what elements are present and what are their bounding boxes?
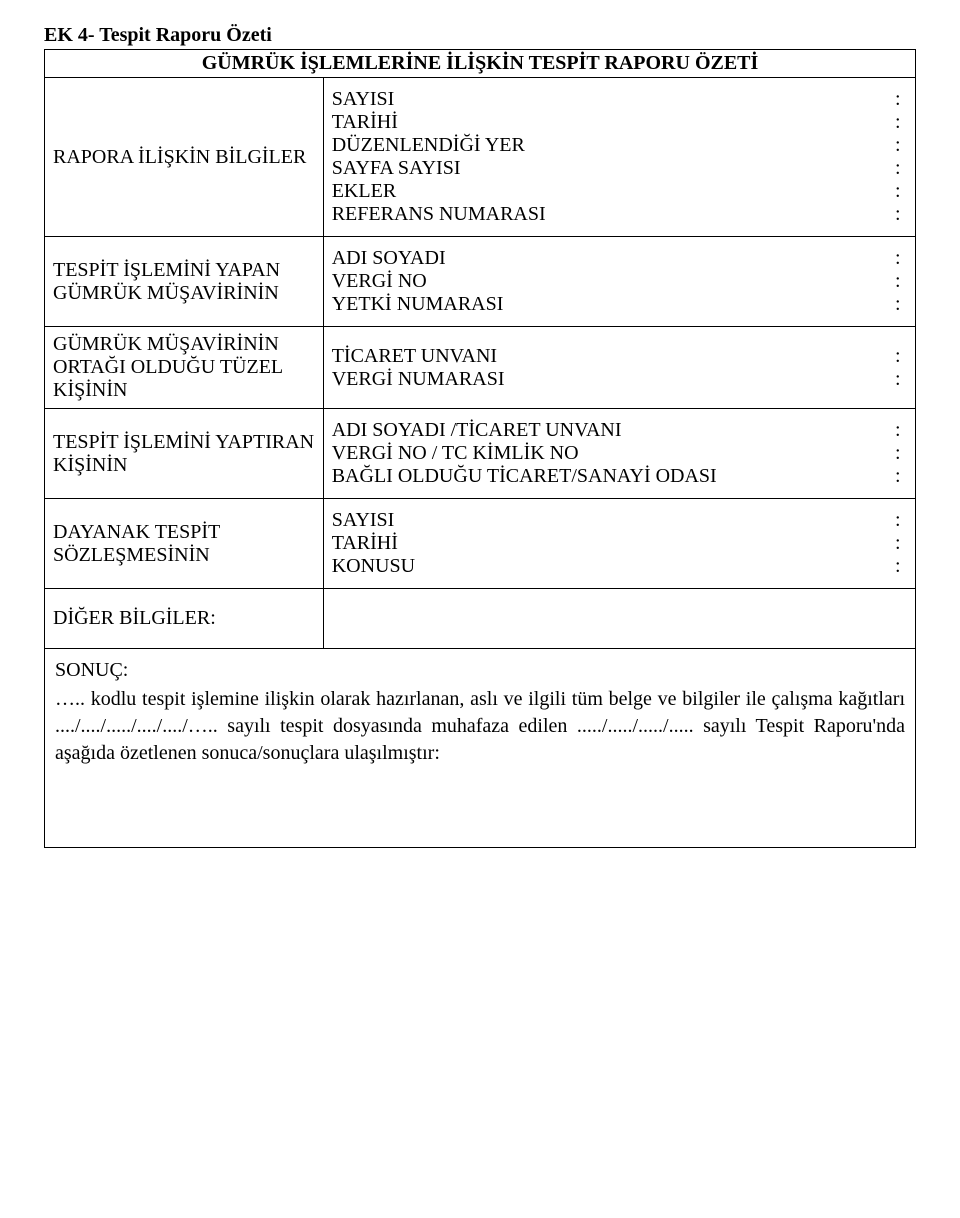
kv-label: DÜZENLENDİĞİ YER [332, 134, 895, 157]
kv-label: ADI SOYADI [332, 247, 895, 270]
section-body-yaptiran: ADI SOYADI /TİCARET UNVANI: VERGİ NO / T… [323, 409, 915, 499]
kv-label: YETKİ NUMARASI [332, 293, 895, 316]
kv-row: VERGİ NUMARASI: [332, 368, 907, 391]
kv-label: VERGİ NO / TC KİMLİK NO [332, 442, 895, 465]
kv-row: TİCARET UNVANI: [332, 345, 907, 368]
kv-colon: : [895, 203, 907, 226]
table-row: SONUÇ: ….. kodlu tespit işlemine ilişkin… [45, 649, 916, 848]
section-heading-dayanak: DAYANAK TESPİT SÖZLEŞMESİNİN [45, 499, 324, 589]
kv-row: SAYFA SAYISI: [332, 157, 907, 180]
section-heading-yaptiran: TESPİT İŞLEMİNİ YAPTIRAN KİŞİNİN [45, 409, 324, 499]
kv-row: SAYISI: [332, 88, 907, 111]
kv-row: VERGİ NO / TC KİMLİK NO: [332, 442, 907, 465]
kv-colon: : [895, 465, 907, 488]
sonuc-heading: SONUÇ: [55, 659, 905, 682]
table-row: GÜMRÜK MÜŞAVİRİNİN ORTAĞI OLDUĞU TÜZEL K… [45, 327, 916, 409]
kv-row: TARİHİ: [332, 532, 907, 555]
kv-row: BAĞLI OLDUĞU TİCARET/SANAYİ ODASI: [332, 465, 907, 488]
kv-label: TİCARET UNVANI [332, 345, 895, 368]
section-heading-yapan: TESPİT İŞLEMİNİ YAPAN GÜMRÜK MÜŞAVİRİNİN [45, 237, 324, 327]
ek-title: EK 4- Tespit Raporu Özeti [44, 24, 920, 47]
table-row: TESPİT İŞLEMİNİ YAPAN GÜMRÜK MÜŞAVİRİNİN… [45, 237, 916, 327]
kv-label: VERGİ NUMARASI [332, 368, 895, 391]
kv-label: SAYISI [332, 509, 895, 532]
kv-colon: : [895, 270, 907, 293]
section-body-diger [323, 589, 915, 649]
kv-row: SAYISI: [332, 509, 907, 532]
kv-colon: : [895, 111, 907, 134]
section-heading-ortak: GÜMRÜK MÜŞAVİRİNİN ORTAĞI OLDUĞU TÜZEL K… [45, 327, 324, 409]
section-body-dayanak: SAYISI: TARİHİ: KONUSU: [323, 499, 915, 589]
kv-colon: : [895, 293, 907, 316]
kv-colon: : [895, 88, 907, 111]
section-body-yapan: ADI SOYADI: VERGİ NO: YETKİ NUMARASI: [323, 237, 915, 327]
kv-colon: : [895, 180, 907, 203]
kv-row: REFERANS NUMARASI: [332, 203, 907, 226]
kv-label: TARİHİ [332, 111, 895, 134]
kv-label: KONUSU [332, 555, 895, 578]
kv-label: ADI SOYADI /TİCARET UNVANI [332, 419, 895, 442]
kv-row: YETKİ NUMARASI: [332, 293, 907, 316]
table-row: DAYANAK TESPİT SÖZLEŞMESİNİN SAYISI: TAR… [45, 499, 916, 589]
main-title: GÜMRÜK İŞLEMLERİNE İLİŞKİN TESPİT RAPORU… [44, 49, 916, 77]
sonuc-cell: SONUÇ: ….. kodlu tespit işlemine ilişkin… [45, 649, 916, 848]
summary-table: RAPORA İLİŞKİN BİLGİLER SAYISI: TARİHİ: … [44, 77, 916, 848]
kv-colon: : [895, 134, 907, 157]
section-heading-diger: DİĞER BİLGİLER: [45, 589, 324, 649]
kv-colon: : [895, 419, 907, 442]
kv-row: TARİHİ: [332, 111, 907, 134]
kv-row: VERGİ NO: [332, 270, 907, 293]
sonuc-body: ….. kodlu tespit işlemine ilişkin olarak… [55, 686, 905, 767]
kv-colon: : [895, 157, 907, 180]
kv-label: VERGİ NO [332, 270, 895, 293]
kv-label: SAYFA SAYISI [332, 157, 895, 180]
section-body-ortak: TİCARET UNVANI: VERGİ NUMARASI: [323, 327, 915, 409]
kv-label: BAĞLI OLDUĞU TİCARET/SANAYİ ODASI [332, 465, 895, 488]
kv-colon: : [895, 509, 907, 532]
kv-label: TARİHİ [332, 532, 895, 555]
kv-label: REFERANS NUMARASI [332, 203, 895, 226]
section-heading-rapora: RAPORA İLİŞKİN BİLGİLER [45, 78, 324, 237]
kv-colon: : [895, 442, 907, 465]
kv-row: ADI SOYADI: [332, 247, 907, 270]
table-row: RAPORA İLİŞKİN BİLGİLER SAYISI: TARİHİ: … [45, 78, 916, 237]
kv-colon: : [895, 368, 907, 391]
kv-label: EKLER [332, 180, 895, 203]
kv-colon: : [895, 247, 907, 270]
table-row: TESPİT İŞLEMİNİ YAPTIRAN KİŞİNİN ADI SOY… [45, 409, 916, 499]
section-body-rapora: SAYISI: TARİHİ: DÜZENLENDİĞİ YER: SAYFA … [323, 78, 915, 237]
kv-row: KONUSU: [332, 555, 907, 578]
table-row: DİĞER BİLGİLER: [45, 589, 916, 649]
kv-row: EKLER: [332, 180, 907, 203]
kv-colon: : [895, 532, 907, 555]
kv-colon: : [895, 555, 907, 578]
kv-label: SAYISI [332, 88, 895, 111]
kv-colon: : [895, 345, 907, 368]
kv-row: DÜZENLENDİĞİ YER: [332, 134, 907, 157]
kv-row: ADI SOYADI /TİCARET UNVANI: [332, 419, 907, 442]
